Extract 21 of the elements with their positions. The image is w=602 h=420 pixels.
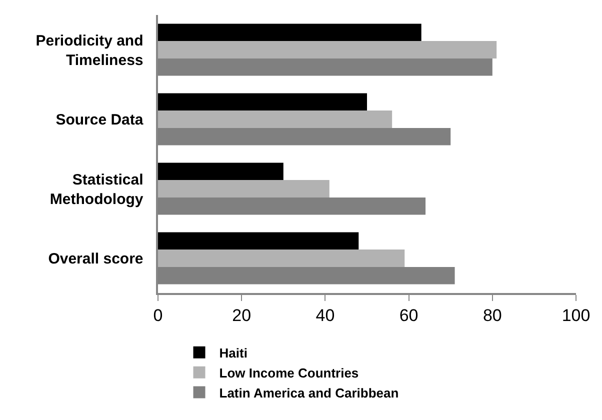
- y-tick-label: Overall score: [48, 250, 144, 268]
- x-tick-label: 0: [153, 306, 163, 326]
- x-tick-label: 60: [399, 306, 418, 326]
- bar: [158, 162, 284, 180]
- bar: [158, 110, 392, 128]
- legend-label: Latin America and Caribbean: [219, 385, 399, 400]
- y-tick-label: Source Data: [56, 112, 144, 128]
- bar: [158, 250, 405, 267]
- x-tick-label: 80: [482, 306, 502, 326]
- y-tick-label: Periodicity and Timeliness: [36, 32, 144, 69]
- x-tick-label: 40: [316, 306, 335, 326]
- bar: [158, 180, 330, 198]
- bar: [158, 41, 497, 58]
- bar: [158, 24, 422, 42]
- x-tick-label: 100: [562, 306, 590, 326]
- bar: [158, 232, 359, 250]
- legend-label: Haiti: [219, 346, 248, 360]
- legend-label: Low Income Countries: [219, 365, 359, 380]
- y-tick-label: Statistical Methodology: [50, 171, 144, 208]
- x-tick-label: 20: [232, 306, 252, 326]
- bar: [158, 93, 367, 111]
